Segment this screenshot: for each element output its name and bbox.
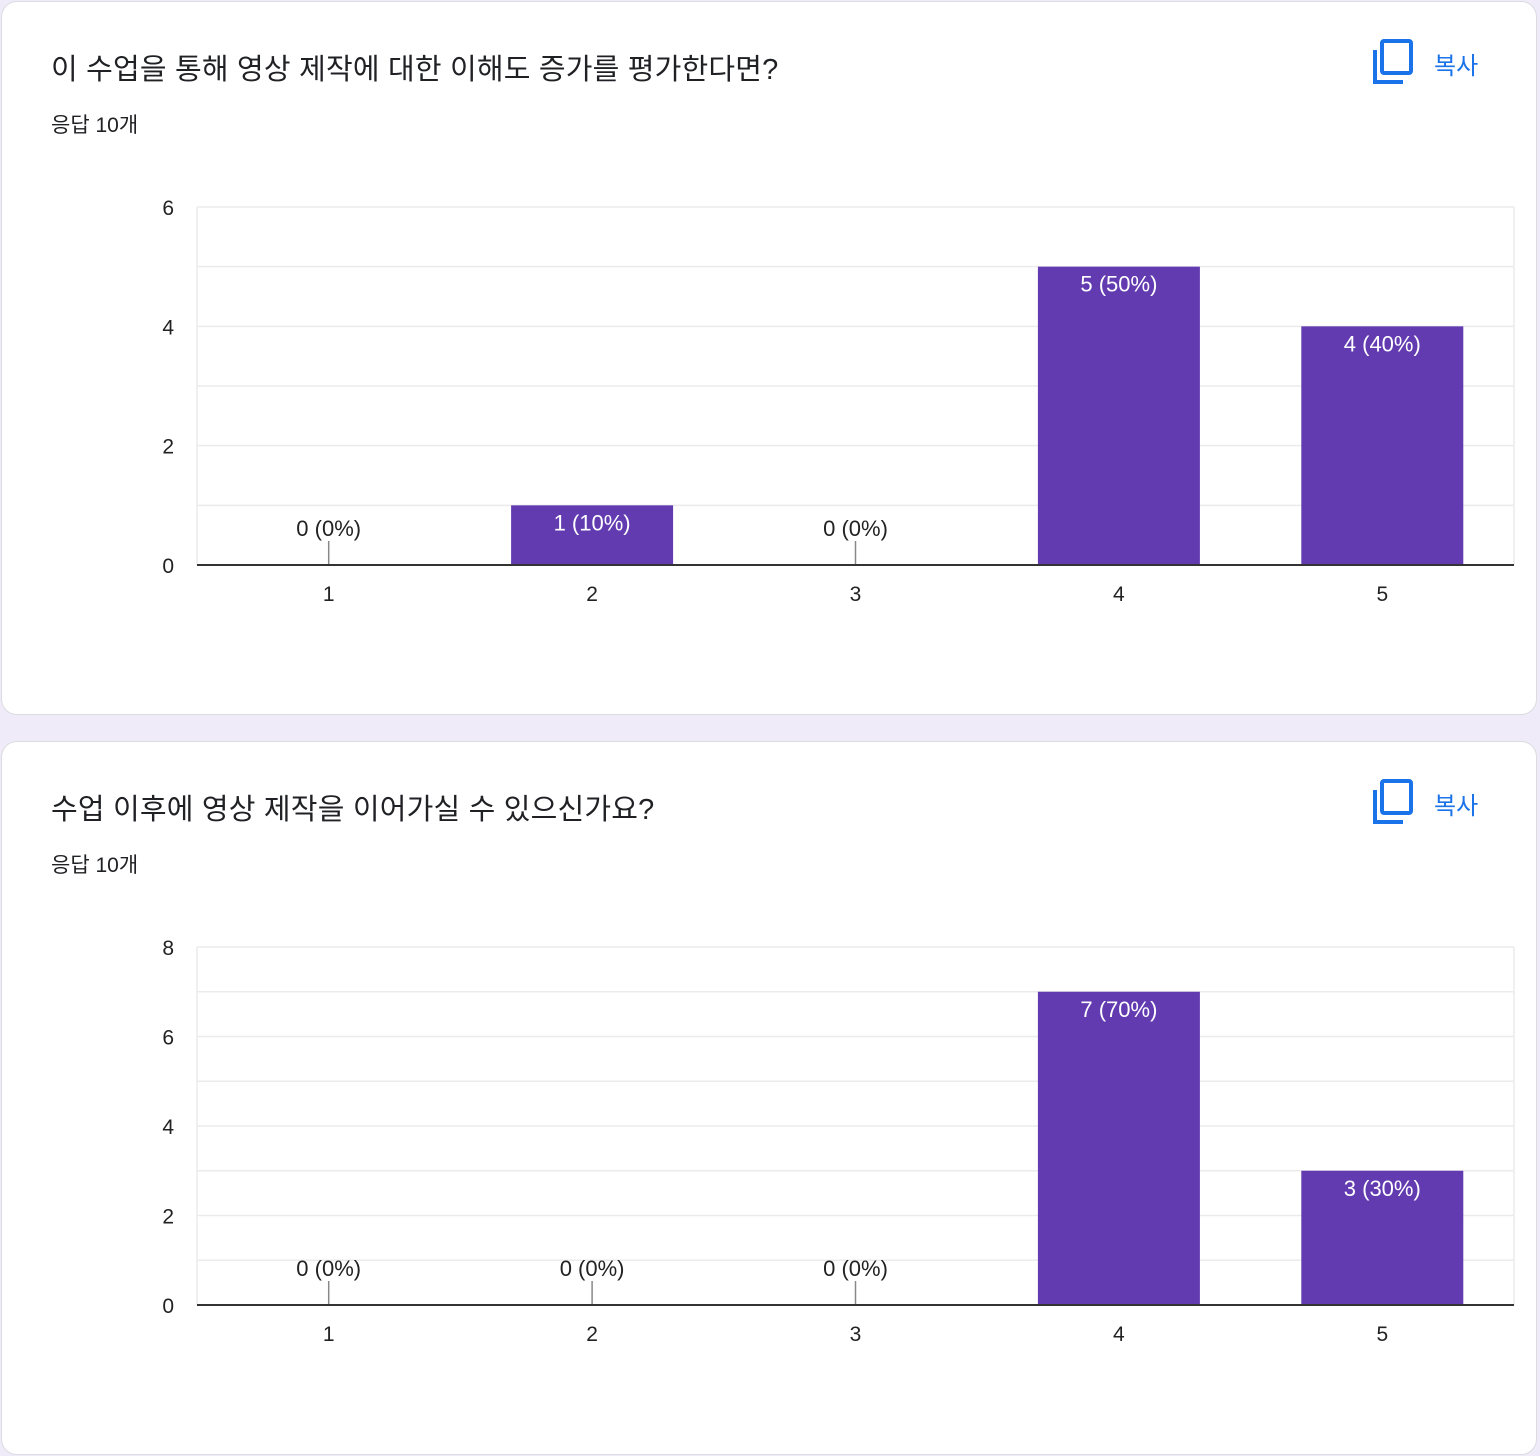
x-tick-label: 2 xyxy=(586,1323,598,1346)
bar-value-label: 7 (70%) xyxy=(1080,997,1157,1022)
bar-value-label: 1 (10%) xyxy=(554,510,631,535)
question-title: 수업 이후에 영상 제작을 이어가실 수 있으신가요? xyxy=(51,794,655,826)
bar-value-label: 5 (50%) xyxy=(1080,272,1157,297)
y-tick-label: 2 xyxy=(162,1206,174,1229)
x-tick-label: 2 xyxy=(586,583,598,606)
y-tick-label: 8 xyxy=(162,937,174,960)
bar-value-label: 0 (0%) xyxy=(823,516,888,541)
copy-label: 복사 xyxy=(1434,53,1479,80)
x-tick-label: 3 xyxy=(850,583,862,606)
bar-value-label: 4 (40%) xyxy=(1344,331,1421,356)
copy-icon xyxy=(1373,779,1413,824)
bar xyxy=(1301,326,1464,565)
y-tick-label: 2 xyxy=(162,436,174,459)
y-tick-label: 0 xyxy=(162,555,174,578)
y-tick-label: 0 xyxy=(162,1295,174,1318)
x-tick-label: 4 xyxy=(1113,1323,1125,1346)
bar-chart: 0 2 4 6 8 0 (0%) 1 0 (0%) 2 0 (0%) 3 7 (70%) 4 3 (30%… xyxy=(162,937,1515,1346)
bar-value-label: 0 (0%) xyxy=(560,1256,625,1281)
bar xyxy=(511,505,674,565)
copy-label: 복사 xyxy=(1434,793,1479,820)
y-tick-label: 6 xyxy=(162,1027,174,1050)
y-tick-label: 4 xyxy=(162,316,174,339)
bar-value-label: 0 (0%) xyxy=(296,516,361,541)
copy-button[interactable]: 복사 xyxy=(1370,38,1478,88)
x-tick-label: 1 xyxy=(323,583,335,606)
y-tick-label: 6 xyxy=(162,197,174,220)
copy-icon xyxy=(1373,39,1413,84)
x-tick-label: 3 xyxy=(850,1323,862,1346)
bar xyxy=(1301,1170,1464,1305)
bar-chart: 0 2 4 6 0 (0%) 1 1 (10%) 2 0 (0%) 3 5 (50%) 4 4 (40%… xyxy=(162,197,1515,606)
chart-card: 수업 이후에 영상 제작을 이어가실 수 있으신가요? 응답 10개 복사 0 2… xyxy=(1,741,1537,1455)
question-title: 이 수업을 통해 영상 제작에 대한 이해도 증가를 평가한다면? xyxy=(51,54,779,86)
bar xyxy=(1037,991,1200,1305)
x-tick-label: 1 xyxy=(323,1323,335,1346)
response-count: 응답 10개 xyxy=(51,854,139,877)
copy-button[interactable]: 복사 xyxy=(1370,778,1478,828)
y-tick-label: 4 xyxy=(162,1116,174,1139)
chart-card: 이 수업을 통해 영상 제작에 대한 이해도 증가를 평가한다면? 응답 10개… xyxy=(1,1,1537,715)
bar-value-label: 3 (30%) xyxy=(1344,1176,1421,1201)
bar-value-label: 0 (0%) xyxy=(823,1256,888,1281)
bar-value-label: 0 (0%) xyxy=(296,1256,361,1281)
x-tick-label: 5 xyxy=(1376,583,1388,606)
bar xyxy=(1037,266,1200,565)
x-tick-label: 5 xyxy=(1376,1323,1388,1346)
response-count: 응답 10개 xyxy=(51,114,139,137)
x-tick-label: 4 xyxy=(1113,583,1125,606)
